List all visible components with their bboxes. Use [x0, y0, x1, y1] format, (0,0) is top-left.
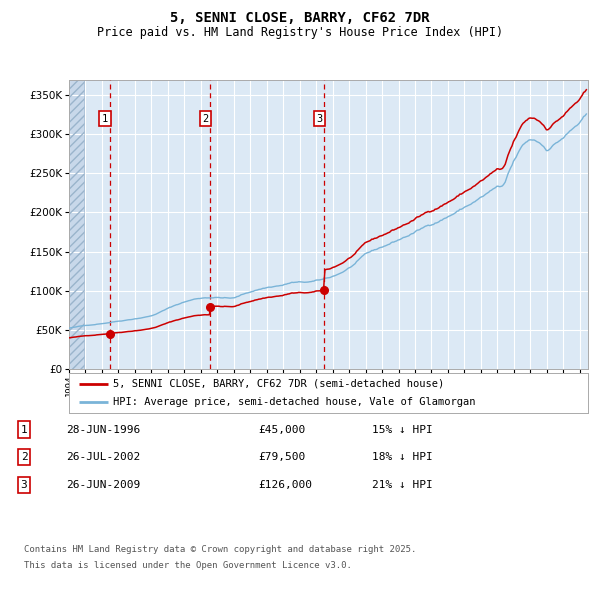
Text: 28-JUN-1996: 28-JUN-1996: [66, 425, 140, 434]
Text: 5, SENNI CLOSE, BARRY, CF62 7DR: 5, SENNI CLOSE, BARRY, CF62 7DR: [170, 11, 430, 25]
Text: 1: 1: [20, 425, 28, 434]
Bar: [69, 80, 84, 369]
Text: HPI: Average price, semi-detached house, Vale of Glamorgan: HPI: Average price, semi-detached house,…: [113, 397, 476, 407]
Text: 3: 3: [20, 480, 28, 490]
Text: This data is licensed under the Open Government Licence v3.0.: This data is licensed under the Open Gov…: [24, 560, 352, 570]
Text: 3: 3: [316, 114, 322, 124]
Text: £79,500: £79,500: [258, 453, 305, 462]
Text: 2: 2: [202, 114, 208, 124]
Text: 26-JUL-2002: 26-JUL-2002: [66, 453, 140, 462]
Text: Price paid vs. HM Land Registry's House Price Index (HPI): Price paid vs. HM Land Registry's House …: [97, 26, 503, 39]
Text: 18% ↓ HPI: 18% ↓ HPI: [372, 453, 433, 462]
Text: 5, SENNI CLOSE, BARRY, CF62 7DR (semi-detached house): 5, SENNI CLOSE, BARRY, CF62 7DR (semi-de…: [113, 379, 445, 389]
Text: 2: 2: [20, 453, 28, 462]
Bar: [69, 80, 84, 369]
Text: £45,000: £45,000: [258, 425, 305, 434]
Text: 26-JUN-2009: 26-JUN-2009: [66, 480, 140, 490]
Text: 21% ↓ HPI: 21% ↓ HPI: [372, 480, 433, 490]
Text: 1: 1: [102, 114, 108, 124]
Text: Contains HM Land Registry data © Crown copyright and database right 2025.: Contains HM Land Registry data © Crown c…: [24, 545, 416, 555]
Text: £126,000: £126,000: [258, 480, 312, 490]
Text: 15% ↓ HPI: 15% ↓ HPI: [372, 425, 433, 434]
